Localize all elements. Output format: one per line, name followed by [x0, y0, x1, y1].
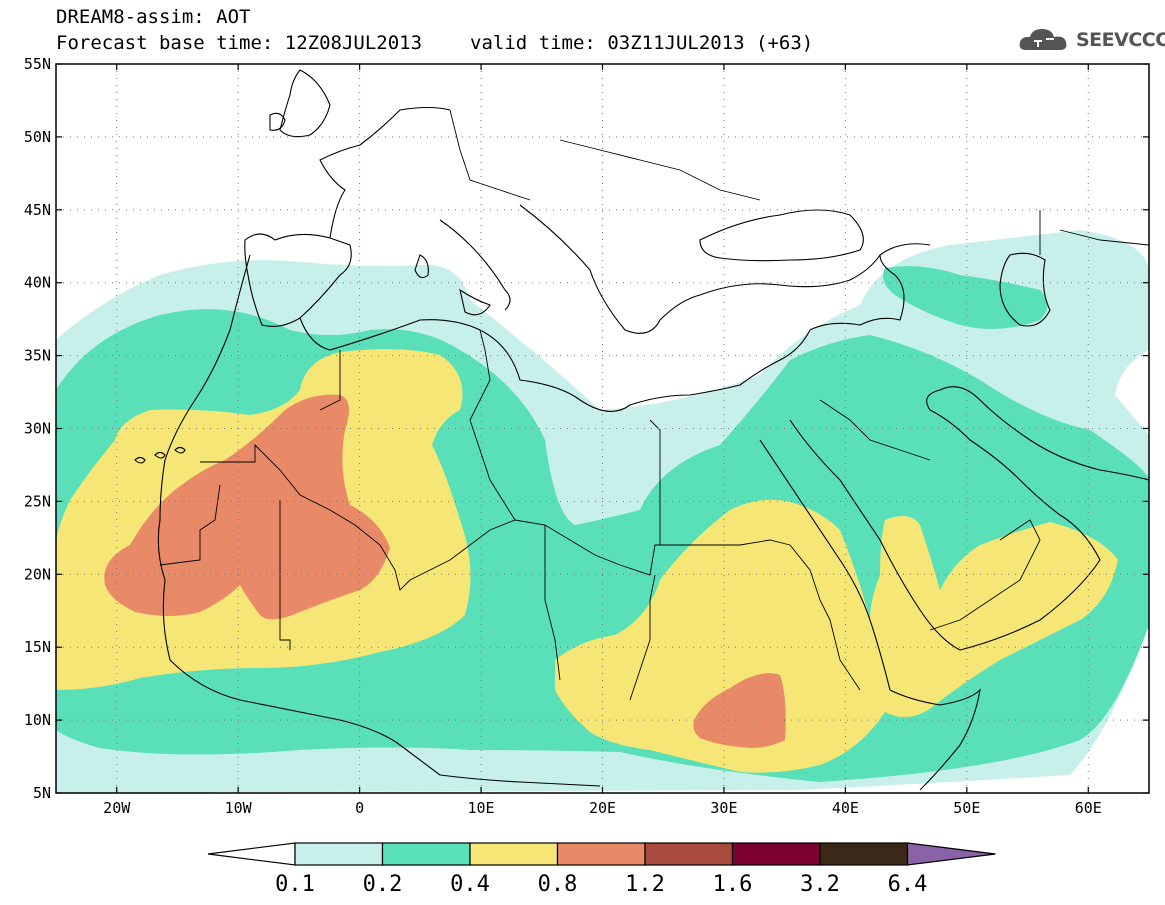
- aot-contour-0.4-east: [555, 499, 1118, 773]
- lat-label: 20N: [24, 565, 51, 583]
- colorbar: 0.1 0.2 0.4 0.8 1.2 1.6 3.2 6.4: [207, 842, 996, 897]
- axis-ticks: [56, 63, 1149, 794]
- lat-label: 15N: [24, 638, 51, 656]
- colorbar-swatch: [556, 842, 646, 866]
- seevccc-logo: SEEVCCC: [1018, 26, 1165, 54]
- colorbar-label: 0.4: [450, 872, 490, 897]
- colorbar-swatch: [644, 842, 734, 866]
- time-info: Forecast base time: 12Z08JUL2013 valid ti…: [56, 32, 813, 54]
- lon-label: 50E: [953, 799, 980, 817]
- latitude-labels: 55N 50N 45N 40N 35N 30N 25N 20N 15N 10N 5N: [24, 55, 51, 802]
- coastlines: [134, 69, 1149, 791]
- lon-label: 0: [355, 799, 364, 817]
- colorbar-swatch: [294, 842, 384, 866]
- logo-text: SEEVCCC: [1076, 29, 1165, 51]
- colorbar-label: 1.6: [713, 872, 753, 897]
- lat-label: 5N: [33, 784, 51, 802]
- aot-field: [56, 230, 1149, 793]
- lat-label: 55N: [24, 55, 51, 73]
- colorbar-label: 0.2: [363, 872, 403, 897]
- aot-contour-0.2-caspian: [882, 266, 1048, 329]
- lat-label: 50N: [24, 128, 51, 146]
- graticule: [56, 64, 1149, 793]
- colorbar-swatch: [381, 842, 471, 866]
- lat-label: 25N: [24, 492, 51, 510]
- lon-label: 10W: [225, 799, 253, 817]
- colorbar-max-arrow: [906, 842, 996, 866]
- colorbar-swatch: [731, 842, 821, 866]
- lon-label: 60E: [1075, 799, 1102, 817]
- lon-label: 40E: [832, 799, 859, 817]
- colorbar-label: 0.8: [538, 872, 578, 897]
- cloud-logo-icon: [1019, 29, 1067, 50]
- colorbar-label: 0.1: [275, 872, 315, 897]
- aot-contour-0.8-east: [693, 673, 786, 748]
- longitude-labels: 20W 10W 0 10E 20E 30E 40E 50E 60E: [103, 799, 1102, 817]
- aot-contour-0.1-iran: [969, 342, 1038, 389]
- lon-label: 10E: [468, 799, 495, 817]
- colorbar-swatch: [469, 842, 559, 866]
- lat-label: 45N: [24, 201, 51, 219]
- colorbar-min-arrow: [207, 842, 296, 866]
- colorbar-label: 6.4: [888, 872, 928, 897]
- colorbar-label: 3.2: [800, 872, 840, 897]
- lat-label: 30N: [24, 420, 51, 438]
- forecast-base-time: Forecast base time: 12Z08JUL2013: [56, 32, 423, 54]
- valid-time: valid time: 03Z11JUL2013 (+63): [470, 32, 814, 54]
- lon-label: 20W: [103, 799, 131, 817]
- map-title: DREAM8-assim: AOT: [56, 6, 251, 28]
- lat-label: 10N: [24, 711, 51, 729]
- colorbar-label: 1.2: [625, 872, 665, 897]
- colorbar-swatch: [819, 842, 909, 866]
- lon-label: 30E: [710, 799, 737, 817]
- lat-label: 40N: [24, 274, 51, 292]
- borders: [159, 109, 1149, 701]
- lon-label: 20E: [589, 799, 616, 817]
- lat-label: 35N: [24, 347, 51, 365]
